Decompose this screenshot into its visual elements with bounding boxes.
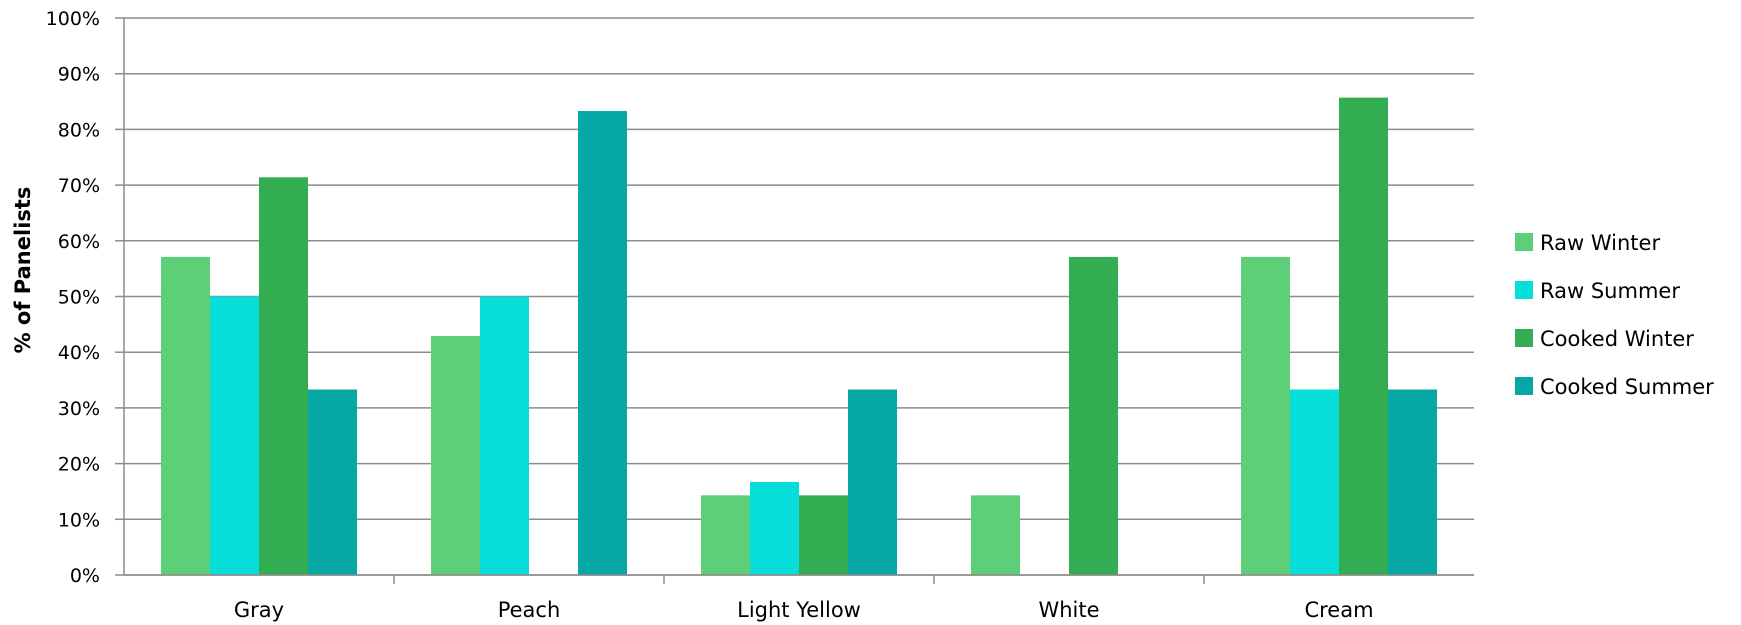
y-tick-labels: 0% 10% 20% 30% 40% 50% 60% 70% 80% 90% 100% (46, 8, 100, 587)
bar (1241, 256, 1290, 575)
y-tick-label: 90% (58, 64, 100, 86)
x-category-label: Peach (498, 598, 561, 622)
y-tick-label: 10% (58, 509, 100, 531)
y-axis-label: % of Panelists (11, 187, 35, 354)
legend-label: Cooked Winter (1540, 327, 1694, 351)
legend-swatch (1515, 281, 1533, 299)
y-tick-label: 0% (70, 565, 100, 587)
bar (259, 177, 308, 575)
x-category-label: Gray (234, 598, 284, 622)
bar (750, 481, 799, 575)
y-tick-label: 50% (58, 287, 100, 309)
legend-swatch (1515, 329, 1533, 347)
bars (161, 97, 1437, 576)
bar (848, 389, 897, 575)
bar (701, 495, 750, 575)
bar (1290, 389, 1339, 575)
legend-label: Raw Winter (1540, 231, 1660, 255)
legend-swatch (1515, 377, 1533, 395)
bar (799, 495, 848, 575)
legend: Raw Winter Raw Summer Cooked Winter Cooked … (1515, 231, 1714, 399)
x-category-labels: Gray Peach Light Yellow White Cream (234, 598, 1374, 622)
bar (308, 389, 357, 575)
bar (1388, 389, 1437, 575)
y-tick-label: 40% (58, 342, 100, 364)
y-tick-label: 80% (58, 119, 100, 141)
legend-swatch (1515, 233, 1533, 251)
y-tick-label: 20% (58, 454, 100, 476)
x-category-label: White (1038, 598, 1099, 622)
x-category-label: Cream (1304, 598, 1373, 622)
bar (1069, 256, 1118, 575)
y-tick-label: 30% (58, 398, 100, 420)
bar (161, 256, 210, 575)
x-category-label: Light Yellow (737, 598, 861, 622)
bar (578, 111, 627, 576)
y-tick-label: 60% (58, 231, 100, 253)
bar (480, 296, 529, 575)
y-tick-label: 70% (58, 175, 100, 197)
bar (210, 296, 259, 575)
bar (431, 336, 480, 575)
axes (123, 18, 1474, 584)
legend-label: Cooked Summer (1540, 375, 1714, 399)
bar (1339, 97, 1388, 575)
legend-label: Raw Summer (1540, 279, 1680, 303)
bar (971, 495, 1020, 575)
y-tick-label: 100% (46, 8, 100, 30)
